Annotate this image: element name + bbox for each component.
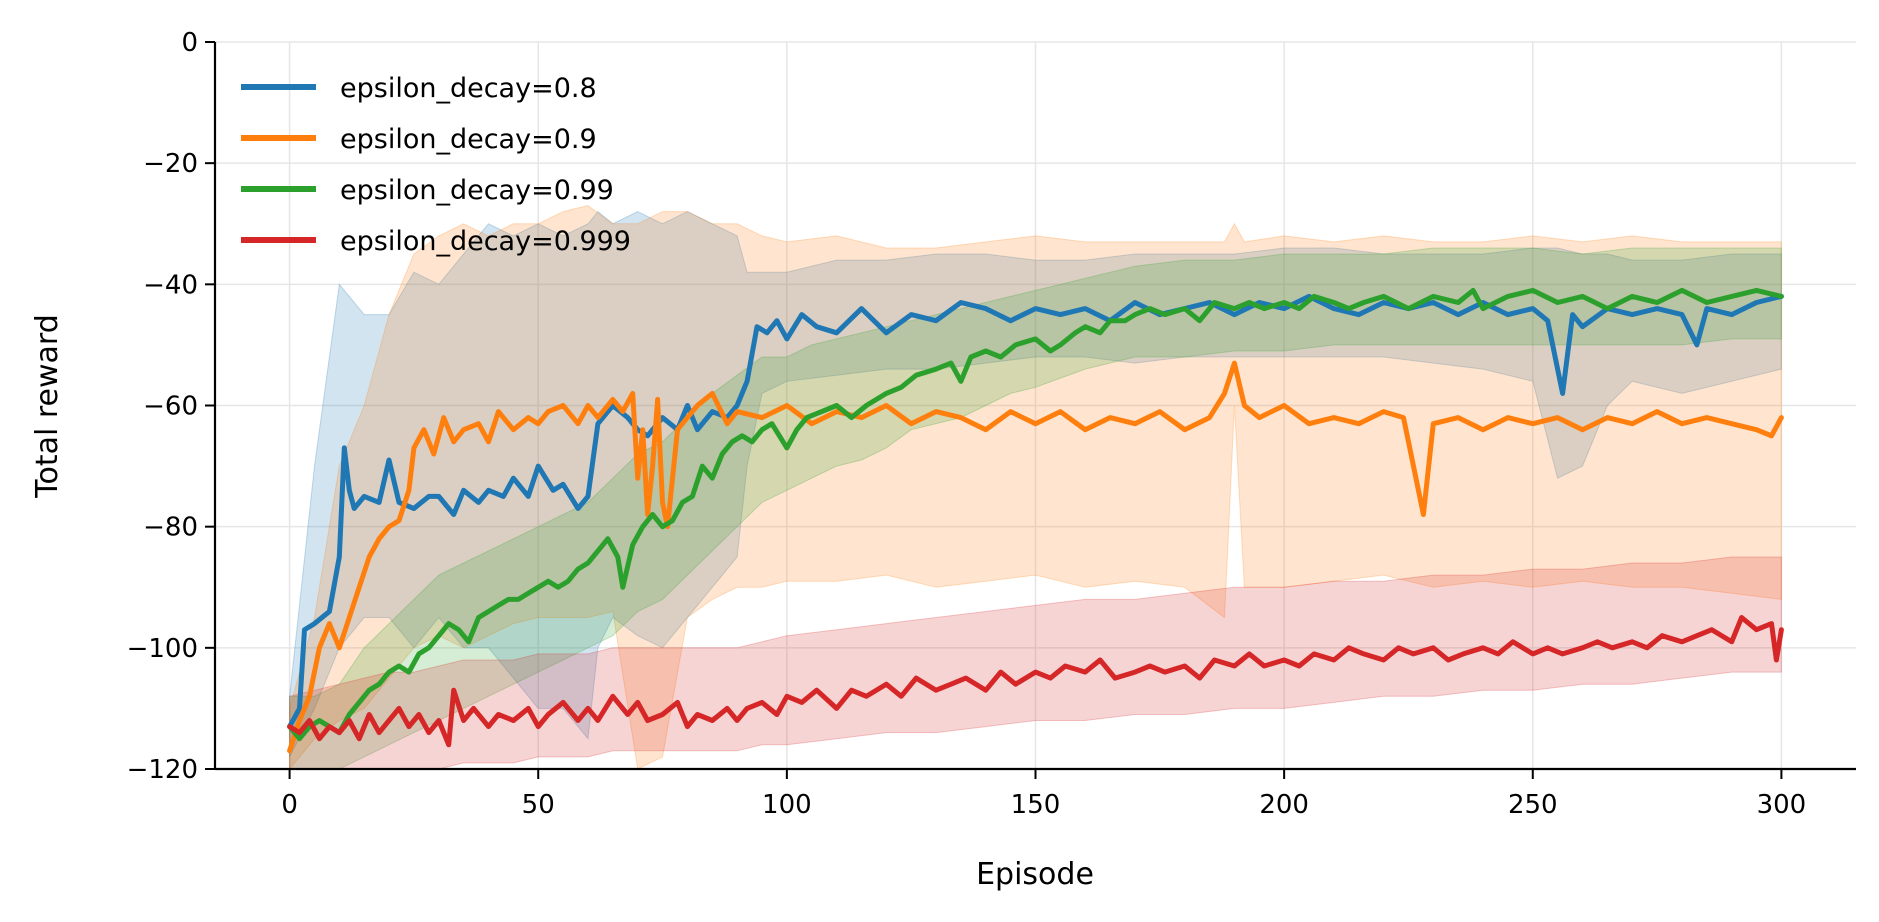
line-series-4 <box>287 615 1784 748</box>
confidence-bands <box>289 205 1782 771</box>
x-axis-title: Episode <box>976 857 1094 892</box>
x-tick-label: 100 <box>762 790 812 820</box>
legend-label-3: epsilon_decay=0.99 <box>340 175 614 206</box>
x-tick-label: 250 <box>1508 790 1558 820</box>
x-tick-label: 200 <box>1259 790 1309 820</box>
series-lines <box>287 287 1784 754</box>
legend: epsilon_decay=0.8 epsilon_decay=0.9epsilo… <box>241 73 631 257</box>
ticks: 0 50 100 150 200 250 300 0 −20 −40 −60 −80 −100 −120 <box>127 28 1807 820</box>
band-series-1 <box>289 210 1782 758</box>
y-tick-label: −120 <box>127 755 198 785</box>
y-tick-label: −40 <box>143 270 198 300</box>
legend-label-1: epsilon_decay=0.8 <box>340 73 597 104</box>
line-series-2 <box>287 360 1784 754</box>
y-tick-label: −60 <box>143 392 198 422</box>
y-tick-label: −100 <box>127 634 198 664</box>
legend-label-4: epsilon_decay=0.999 <box>340 226 631 257</box>
y-tick-label: −20 <box>143 149 198 179</box>
legend-label-2: epsilon_decay=0.9 <box>340 124 597 155</box>
x-tick-label: 300 <box>1757 790 1807 820</box>
x-tick-label: 150 <box>1011 790 1061 820</box>
y-axis-title: Total reward <box>30 314 65 499</box>
x-tick-label: 50 <box>522 790 555 820</box>
y-tick-label: −80 <box>143 513 198 543</box>
x-tick-label: 0 <box>281 790 298 820</box>
band-series-2 <box>289 205 1782 771</box>
y-tick-label: 0 <box>181 28 198 58</box>
band-series-3 <box>289 247 1782 770</box>
line-series-3 <box>287 287 1784 742</box>
